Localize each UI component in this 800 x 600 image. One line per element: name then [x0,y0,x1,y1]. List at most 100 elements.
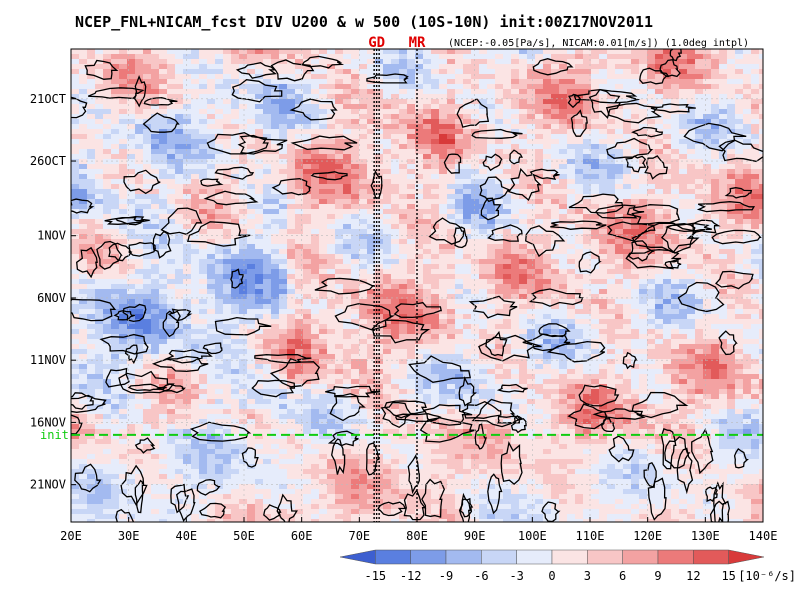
shade-cell [175,89,184,95]
shade-cell [279,114,288,120]
shade-cell [503,274,512,280]
shade-cell [79,74,88,80]
shade-cell [319,309,328,315]
shade-cell [703,169,712,175]
shade-cell [279,159,288,165]
shade-cell [647,149,656,155]
shade-cell [415,134,424,140]
shade-cell [215,69,224,75]
shade-cell [103,129,112,135]
shade-cell [127,54,136,60]
shade-cell [255,159,264,165]
shade-cell [519,264,528,270]
shade-cell [687,174,696,180]
shade-cell [279,219,288,225]
shade-cell [327,229,336,235]
shade-cell [79,254,88,260]
shade-cell [71,224,80,230]
shade-cell [159,289,168,295]
shade-cell [759,199,763,205]
shade-cell [311,69,320,75]
shade-cell [583,284,592,290]
shade-cell [439,284,448,290]
shade-cell [431,239,440,245]
shade-cell [431,294,440,300]
shade-cell [71,64,80,70]
shade-cell [247,224,256,230]
shade-cell [439,184,448,190]
shade-cell [735,259,744,265]
shade-cell [639,134,648,140]
shade-cell [487,194,496,200]
shade-cell [535,234,544,240]
shade-cell [79,189,88,195]
shade-cell [135,209,144,215]
shade-cell [399,69,408,75]
shade-cell [343,269,352,275]
shade-cell [199,199,208,205]
shade-cell [535,244,544,250]
shade-cell [535,229,544,235]
shade-cell [311,269,320,275]
shade-cell [215,294,224,300]
shade-cell [759,94,763,100]
shade-cell [399,309,408,315]
shade-cell [503,289,512,295]
shade-cell [655,219,664,225]
shade-cell [239,269,248,275]
shade-cell [263,79,272,85]
shade-cell [103,269,112,275]
shade-cell [703,239,712,245]
shade-cell [447,324,456,330]
shade-cell [271,164,280,170]
shade-cell [567,174,576,180]
shade-cell [607,69,616,75]
shade-cell [711,244,720,250]
shade-cell [231,134,240,140]
shade-cell [263,269,272,275]
shade-cell [95,244,104,250]
shade-cell [119,89,128,95]
shade-cell [359,139,368,145]
shade-cell [479,294,488,300]
shade-cell [399,114,408,120]
shade-cell [207,309,216,315]
shade-cell [575,74,584,80]
shade-cell [599,294,608,300]
shade-cell [551,289,560,295]
shade-cell [703,49,712,55]
shade-cell [727,64,736,70]
shade-cell [215,49,224,55]
shade-cell [751,114,760,120]
shade-cell [671,194,680,200]
shade-cell [583,204,592,210]
shade-cell [631,289,640,295]
shade-cell [327,199,336,205]
shade-cell [327,104,336,110]
shade-cell [191,159,200,165]
shade-cell [303,124,312,130]
shade-cell [143,199,152,205]
shade-cell [343,74,352,80]
shade-cell [303,154,312,160]
shade-cell [319,94,328,100]
shade-cell [303,289,312,295]
shade-cell [71,69,80,75]
shade-cell [599,49,608,55]
shade-cell [479,164,488,170]
shade-cell [367,314,376,320]
shade-cell [103,204,112,210]
shade-cell [287,279,296,285]
shade-cell [463,154,472,160]
shade-cell [751,264,760,270]
shade-cell [95,294,104,300]
shade-cell [319,289,328,295]
shade-cell [695,164,704,170]
shade-cell [751,194,760,200]
shade-cell [303,219,312,225]
shade-cell [375,214,384,220]
shade-cell [471,179,480,185]
shade-cell [303,284,312,290]
shade-cell [575,209,584,215]
shade-cell [471,284,480,290]
